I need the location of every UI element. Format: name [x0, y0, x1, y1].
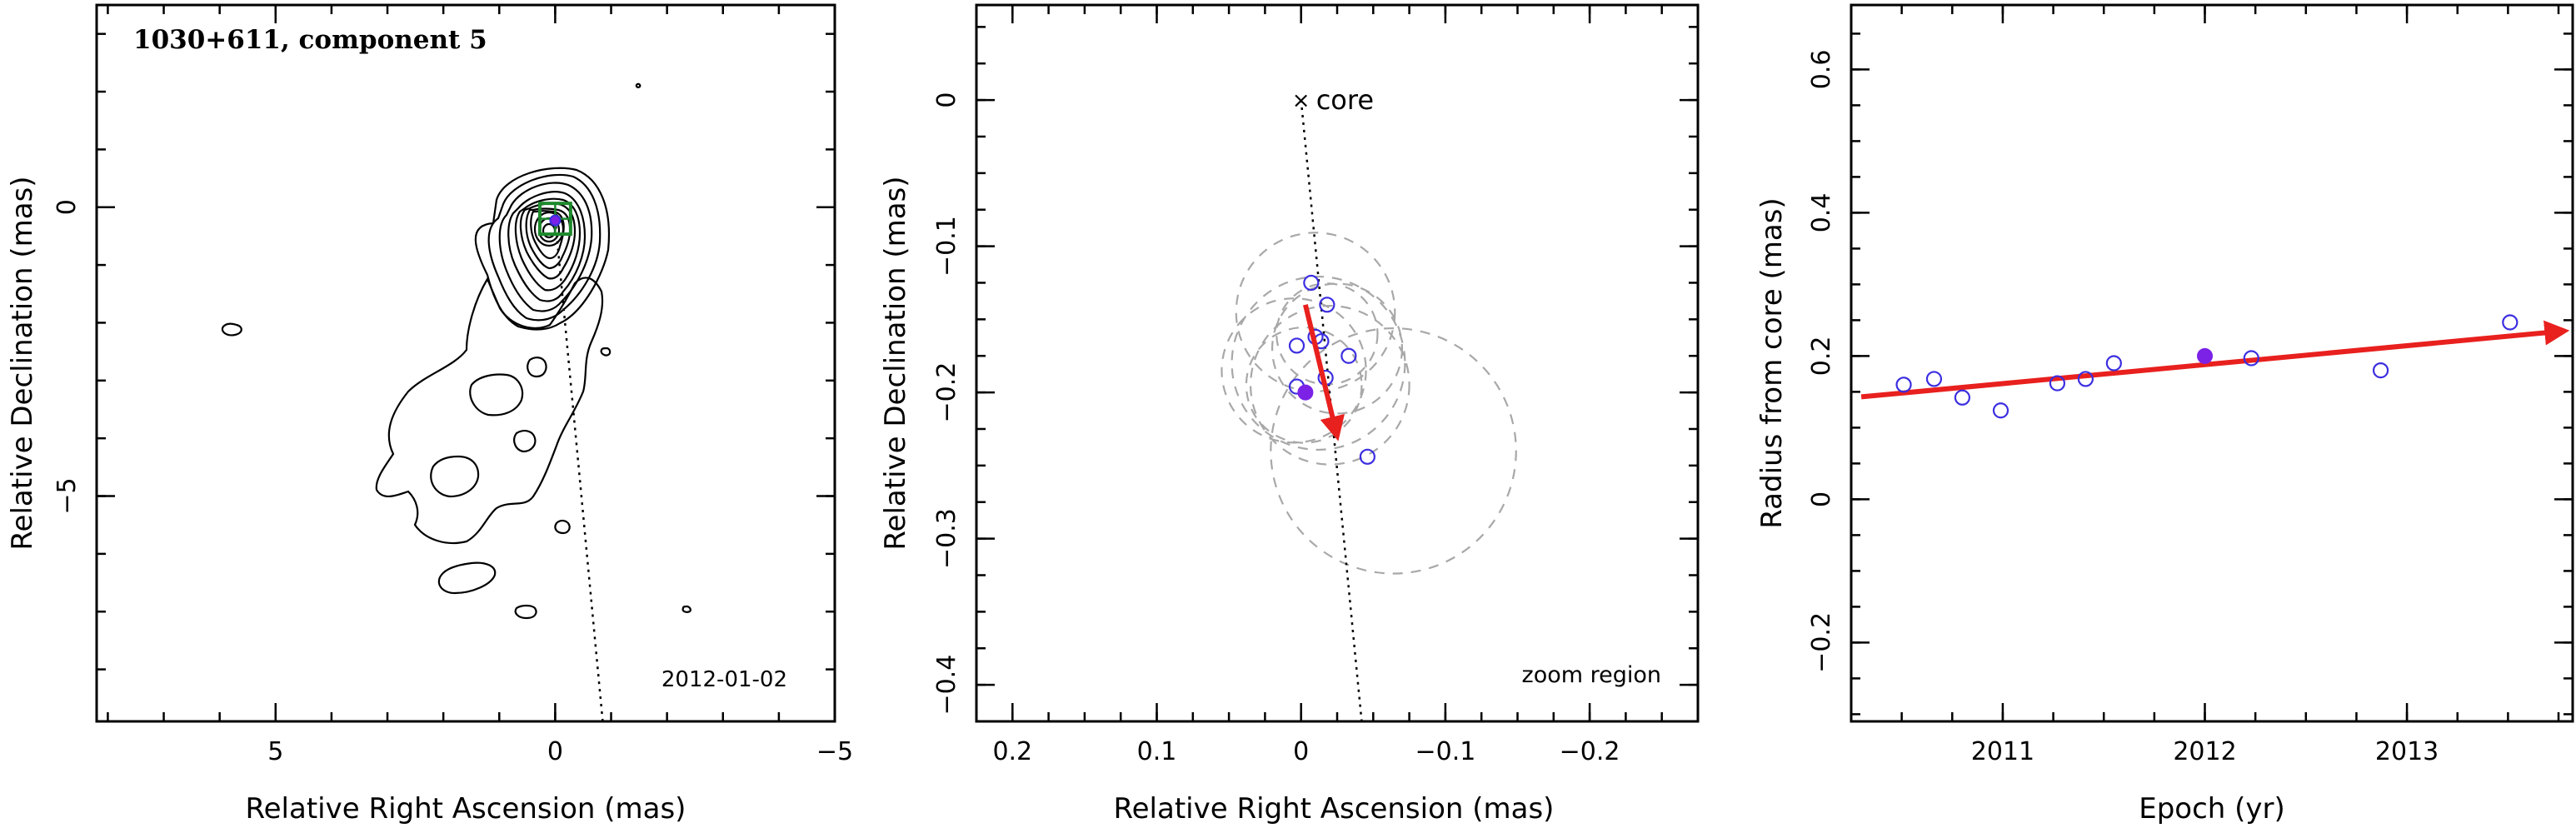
x-axis-label: Relative Right Ascension (mas) — [1114, 792, 1555, 826]
radius-point — [1895, 377, 1912, 393]
y-tick-label: 0.2 — [1807, 337, 1836, 377]
date-label: 2012-01-02 — [661, 667, 787, 692]
x-tick-label: 2013 — [2375, 737, 2439, 766]
radius-vs-epoch-panel: 2011 2012 2013 −0.2 0 0.2 0.4 0.6 Epoch (yr) Ra… — [1755, 3, 2574, 826]
contour-level — [681, 605, 691, 613]
contour-level — [530, 210, 565, 260]
y-tick-label: −0.2 — [1807, 612, 1836, 673]
y-tick-label: −0.2 — [932, 362, 961, 423]
contour-level — [533, 211, 565, 247]
y-tick-label: 0 — [1807, 491, 1836, 507]
error-circle — [1249, 304, 1410, 466]
error-circle — [1245, 326, 1363, 444]
contour-level — [221, 322, 242, 337]
radius-point — [2372, 362, 2389, 379]
radius-point — [2105, 355, 2122, 372]
x-tick-label: −0.1 — [1415, 737, 1475, 766]
x-axis-label: Epoch (yr) — [2139, 792, 2285, 826]
radius-point — [2502, 314, 2519, 331]
y-tick-label: 0 — [52, 199, 82, 215]
radius-point — [2243, 350, 2259, 367]
component-positions — [1288, 274, 1375, 465]
y-tick-label: 0.6 — [1807, 50, 1836, 90]
x-tick-label: −5 — [816, 737, 853, 766]
contour-level — [507, 191, 587, 302]
x-tick-label: 5 — [267, 737, 283, 766]
axis-ticks: 5 0 −5 0 −5 — [52, 5, 853, 766]
x-tick-label: 0.1 — [1137, 737, 1177, 766]
panel-title: 1030+611, component 5 — [133, 25, 487, 55]
x-axis-label: Relative Right Ascension (mas) — [246, 792, 686, 826]
x-tick-label: 2011 — [1971, 737, 2034, 766]
x-tick-label: 2012 — [2173, 737, 2236, 766]
component-point — [1340, 347, 1357, 364]
error-circle — [1271, 282, 1404, 415]
fit-arrow — [1860, 320, 2570, 400]
y-tick-label: −0.4 — [932, 655, 961, 716]
component-point-current — [1297, 384, 1314, 401]
zoom-region-label: zoom region — [1522, 662, 1661, 688]
contour-level — [513, 430, 537, 453]
x-tick-label: −0.2 — [1560, 737, 1620, 766]
y-axis-label: Relative Declination (mas) — [6, 176, 39, 550]
y-axis-label: Relative Declination (mas) — [879, 176, 912, 550]
error-circle — [1231, 275, 1406, 451]
contour-level — [554, 519, 571, 535]
zoom-region-panel: × core zoom region 0.2 0.1 0 −0.1 −0.2 0 −0.1 −… — [879, 3, 1700, 826]
x-tick-label: 0.2 — [992, 737, 1032, 766]
radius-point — [1925, 371, 1943, 387]
radius-point — [2049, 375, 2066, 392]
contour-level — [437, 561, 497, 595]
panel-frame — [95, 3, 836, 723]
contour-level — [514, 197, 582, 292]
y-axis-label: Radius from core (mas) — [1755, 197, 1789, 528]
contour-level — [474, 167, 610, 331]
contour-level — [527, 357, 547, 378]
y-tick-label: −0.1 — [932, 216, 961, 277]
radius-point — [2077, 371, 2094, 387]
error-circle — [1270, 327, 1517, 575]
component-point — [1359, 448, 1375, 465]
radius-points — [1895, 314, 2519, 419]
contour-level — [635, 82, 642, 88]
radius-point — [1992, 402, 2009, 419]
component-point — [1303, 274, 1320, 292]
x-tick-label: 0 — [1293, 737, 1309, 766]
error-circle — [1221, 297, 1367, 444]
contour-level — [525, 207, 572, 270]
contour-level — [600, 347, 612, 357]
component-point — [1319, 297, 1335, 313]
radius-point-current — [2197, 347, 2214, 364]
contour-lines — [221, 82, 691, 620]
contour-level — [430, 455, 480, 498]
y-tick-label: 0.4 — [1807, 193, 1836, 233]
axis-ticks: 2011 2012 2013 −0.2 0 0.2 0.4 0.6 — [1807, 5, 2573, 766]
contour-level — [375, 277, 604, 545]
motion-vector-arrow — [1302, 304, 1345, 441]
component-point — [1288, 337, 1305, 354]
core-label: core — [1316, 84, 1374, 116]
component-position-marker — [549, 214, 562, 227]
core-marker: × — [1292, 88, 1310, 113]
y-tick-label: −5 — [52, 477, 82, 514]
core-direction-line — [554, 218, 604, 722]
error-circle — [1235, 232, 1396, 392]
contour-level — [514, 604, 537, 620]
x-tick-label: 0 — [547, 737, 563, 766]
contour-level — [487, 173, 602, 322]
error-circles — [1221, 232, 1517, 575]
y-tick-label: −0.3 — [932, 508, 961, 569]
y-tick-label: 0 — [932, 92, 961, 108]
radius-point — [1954, 389, 1971, 406]
contour-map-panel: 5 0 −5 0 −5 1030+611, component 5 2012-01-02… — [6, 3, 853, 826]
axis-ticks: 0.2 0.1 0 −0.1 −0.2 0 −0.1 −0.2 −0.3 −0.4 — [932, 5, 1698, 766]
panel-frame — [1850, 3, 2574, 723]
contour-level — [469, 373, 524, 416]
